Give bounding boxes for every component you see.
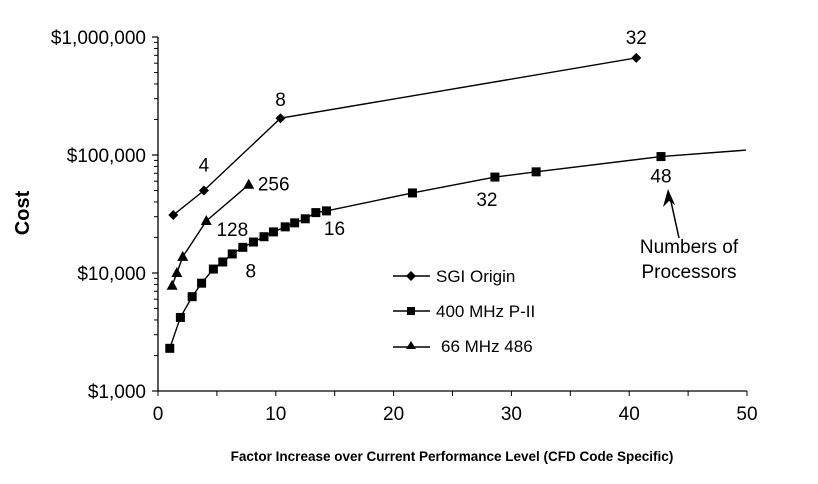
annotation-arrow-head-icon <box>663 189 675 207</box>
legend: SGI Origin 400 MHz P-II 66 MHz 486 <box>393 267 535 356</box>
data-point-400-mhz-p-ii <box>259 232 269 242</box>
data-point-400-mhz-p-ii <box>218 257 228 267</box>
point-label-400-mhz-p-ii: 32 <box>476 190 497 211</box>
point-label-400-mhz-p-ii: 8 <box>246 261 257 282</box>
data-point-400-mhz-p-ii <box>268 227 278 237</box>
series-sgi-origin <box>168 52 642 221</box>
data-point-400-mhz-p-ii <box>300 214 310 224</box>
data-point-400-mhz-p-ii <box>197 278 207 288</box>
series-layer <box>165 52 746 353</box>
data-point-400-mhz-p-ii <box>290 218 300 228</box>
y-axis-title: Cost <box>12 190 34 235</box>
x-tick-label: 40 <box>619 404 640 425</box>
x-tick-label: 10 <box>265 404 286 425</box>
series-400-mhz-p-ii <box>165 149 746 353</box>
data-point-400-mhz-p-ii <box>187 292 197 302</box>
data-point-400-mhz-p-ii <box>531 167 541 177</box>
point-label-400-mhz-p-ii: 48 <box>650 167 671 188</box>
legend-item-486: 66 MHz 486 <box>393 337 533 356</box>
data-point-66-mhz-486 <box>171 267 183 277</box>
data-point-400-mhz-p-ii <box>321 206 331 216</box>
point-label-sgi-origin: 8 <box>275 90 286 111</box>
y-tick-label: $10,000 <box>77 264 146 285</box>
y-tick-label: $1,000 <box>88 382 146 403</box>
data-point-400-mhz-p-ii <box>238 242 248 252</box>
y-tick-label: $1,000,000 <box>51 28 146 49</box>
data-point-400-mhz-p-ii <box>311 208 321 218</box>
point-label-66-mhz-486: 256 <box>258 175 290 196</box>
legend-label-sgi-origin: SGI Origin <box>436 267 515 286</box>
series-line-sgi-origin <box>172 57 637 216</box>
legend-item-p-ii: 400 MHz P-II <box>393 302 535 321</box>
x-tick-label: 30 <box>501 404 522 425</box>
legend-label-486: 66 MHz 486 <box>441 337 533 356</box>
x-tick-label: 20 <box>383 404 404 425</box>
data-point-66-mhz-486 <box>166 279 178 290</box>
axes: $1,000 $10,000 $100,000 $1,000,000 0 10 20 30 40… <box>51 28 758 425</box>
data-point-sgi-origin <box>168 210 179 221</box>
data-point-66-mhz-486 <box>243 178 255 189</box>
point-label-400-mhz-p-ii: 16 <box>324 219 345 240</box>
processors-annotation: Numbers of Processors <box>640 189 739 283</box>
data-point-400-mhz-p-ii <box>175 312 185 322</box>
legend-item-sgi-origin: SGI Origin <box>393 267 515 286</box>
data-point-400-mhz-p-ii <box>165 343 175 353</box>
data-point-66-mhz-486 <box>177 250 189 261</box>
x-tick-label: 0 <box>153 404 164 425</box>
annotation-arrow-shaft <box>669 196 680 239</box>
data-point-400-mhz-p-ii <box>656 152 666 162</box>
series-66-mhz-486 <box>166 178 255 290</box>
legend-square-icon <box>407 307 415 315</box>
data-point-400-mhz-p-ii <box>490 172 500 182</box>
data-point-sgi-origin <box>275 113 286 124</box>
point-label-sgi-origin: 4 <box>199 156 210 177</box>
legend-triangle-icon <box>406 341 416 349</box>
x-axis-title: Factor Increase over Current Performance… <box>231 449 674 464</box>
data-point-400-mhz-p-ii <box>280 222 290 232</box>
data-point-sgi-origin <box>198 185 209 196</box>
annotation-line-1: Numbers of <box>640 237 739 258</box>
x-tick-label: 50 <box>736 404 757 425</box>
data-point-400-mhz-p-ii <box>248 237 258 247</box>
legend-diamond-icon <box>406 271 416 281</box>
data-point-400-mhz-p-ii <box>407 188 417 198</box>
annotation-line-2: Processors <box>641 262 736 283</box>
data-point-sgi-origin <box>631 52 642 63</box>
data-point-400-mhz-p-ii <box>208 264 218 274</box>
legend-label-p-ii: 400 MHz P-II <box>436 302 535 321</box>
point-label-sgi-origin: 32 <box>626 28 647 49</box>
data-point-66-mhz-486 <box>200 214 212 225</box>
point-label-66-mhz-486: 128 <box>216 220 248 241</box>
y-tick-label: $100,000 <box>67 146 146 167</box>
data-point-400-mhz-p-ii <box>227 249 237 259</box>
